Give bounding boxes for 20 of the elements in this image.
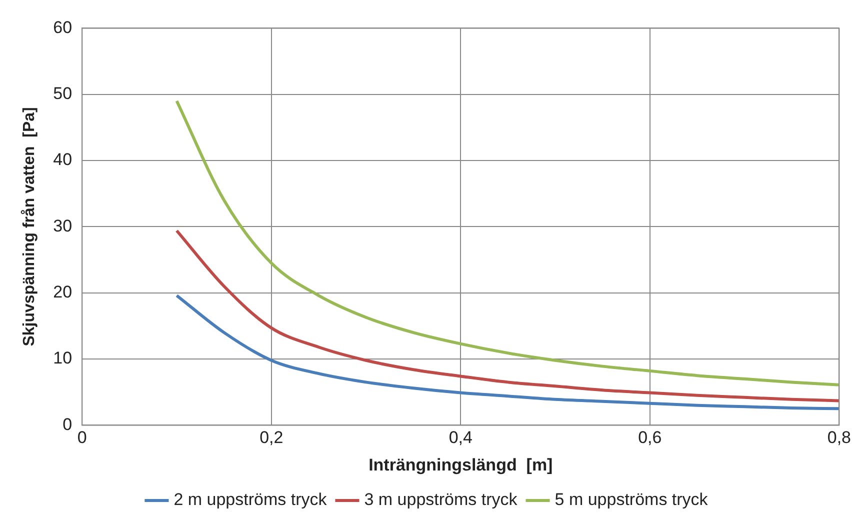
- line-series: [175, 99, 840, 386]
- line-series: [175, 294, 840, 410]
- y-tick-label: 50: [53, 84, 72, 104]
- x-tick-label: 0: [77, 428, 87, 448]
- x-tick-label: 0,2: [260, 428, 284, 448]
- line-series: [175, 229, 840, 402]
- legend-label: 5 m uppströms tryck: [554, 490, 708, 510]
- y-axis-title: Skjuvspänning från vatten [Pa]: [20, 107, 38, 346]
- x-axis-title: Inträngningslängd [m]: [368, 455, 553, 474]
- y-tick-label: 20: [53, 282, 72, 302]
- x-tick-label: 0,4: [448, 428, 472, 448]
- y-tick-label: 60: [53, 18, 72, 37]
- y-tick-label: 10: [53, 348, 72, 368]
- legend-label: 2 m uppströms tryck: [174, 490, 328, 510]
- y-tick-label: 30: [53, 216, 72, 236]
- y-tick-label: 40: [53, 150, 72, 170]
- y-tick-label: 0: [62, 414, 72, 434]
- x-tick-label: 0,6: [638, 428, 662, 448]
- x-tick-label: 0,8: [827, 428, 852, 448]
- legend-label: 3 m uppströms tryck: [364, 490, 518, 510]
